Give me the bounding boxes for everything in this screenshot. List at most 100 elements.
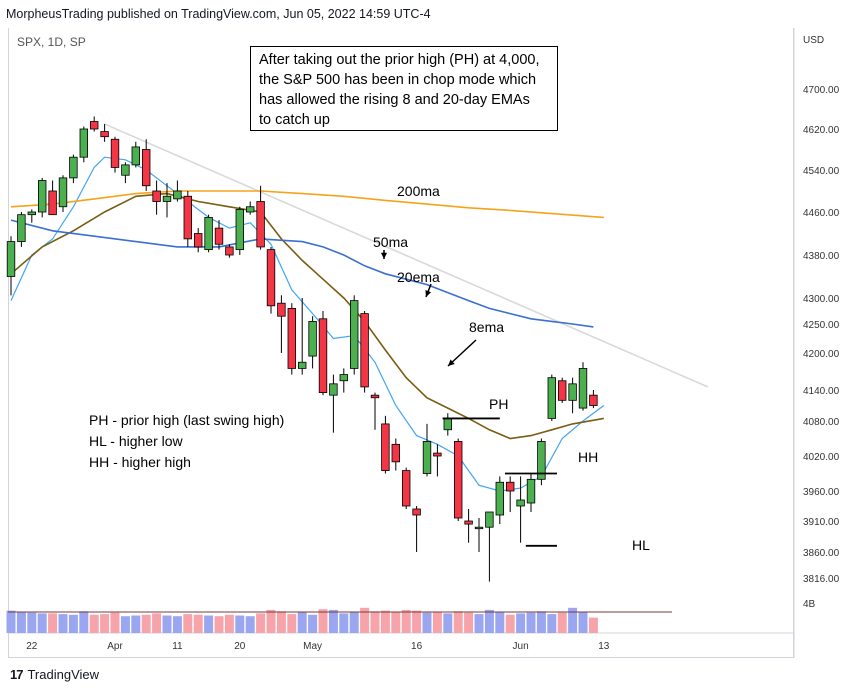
legend-hl: HL - higher low (89, 433, 183, 449)
volume-bar (495, 612, 505, 633)
volume-bar (536, 611, 546, 633)
candle-body (443, 418, 452, 431)
volume-bar (256, 613, 266, 633)
volume-bar (89, 614, 99, 633)
series-line-20ema (10, 192, 604, 440)
annotation-line: to catch up (259, 112, 330, 128)
legend-hh: HH - higher high (89, 454, 191, 470)
y-tick-label: 4540.00 (803, 166, 840, 177)
volume-bar (79, 611, 89, 633)
candle-body (69, 156, 78, 179)
volume-bar (516, 613, 526, 633)
candle-body (121, 164, 130, 176)
volume-bar (287, 614, 297, 633)
candle-body (568, 383, 577, 401)
volume-bar (152, 613, 162, 633)
candle-body (204, 216, 213, 251)
annotation-box: After taking out the prior high (PH) at … (250, 46, 558, 131)
candle-body (474, 526, 484, 530)
candle-body (235, 208, 244, 251)
candle-body (485, 511, 494, 528)
volume-bar (318, 609, 328, 633)
candle-body (256, 201, 265, 248)
volume-bar (526, 612, 536, 633)
volume-bar (578, 612, 588, 633)
publisher-header: MorpheusTrading published on TradingView… (6, 7, 431, 21)
legend-ph: PH - prior high (last swing high) (89, 412, 285, 428)
volume-bar (193, 614, 203, 633)
annotation-line: After taking out the prior high (PH) at … (259, 52, 540, 68)
series-line-50ma (10, 219, 594, 328)
candle-body (318, 318, 328, 393)
candle-body (6, 241, 16, 277)
volume-bar (484, 609, 494, 633)
y-tick-label: 4700.00 (803, 85, 840, 96)
annotation-line: the S&P 500 has been in chop mode which (259, 72, 537, 88)
series-line-200ma (10, 190, 604, 219)
candle-body (48, 190, 57, 216)
y-tick-label: 4140.00 (803, 386, 840, 397)
volume-bar (308, 614, 318, 633)
arrow-8ema-shaft (447, 339, 477, 367)
tradingview-footer[interactable]: 17 TradingView (10, 667, 99, 682)
x-tick-label: 22 (26, 641, 38, 652)
label-200ma: 200ma (397, 183, 440, 199)
volume-bar (505, 614, 515, 633)
x-tick-label: May (303, 641, 322, 652)
volume-bar (349, 612, 359, 633)
volume-bar (204, 615, 214, 633)
volume-bar (328, 609, 338, 633)
x-tick-label: Jun (513, 641, 529, 652)
y-tick-label: 3910.00 (803, 517, 840, 528)
candle-body (277, 302, 286, 317)
volume-bar (162, 615, 172, 633)
annotation-line: has allowed the rising 8 and 20-day EMAs (259, 92, 530, 108)
candle-body (578, 368, 588, 409)
candle-body (173, 190, 182, 200)
volume-bar (27, 612, 37, 633)
candle-body (526, 478, 536, 504)
candle-body (464, 520, 473, 525)
candle-body (245, 206, 255, 213)
volume-bar (276, 611, 286, 633)
candle-body (308, 320, 317, 357)
volume-bar (6, 610, 16, 633)
label-hl: HL (632, 537, 650, 553)
volume-bar (214, 616, 224, 633)
volume-bar (380, 610, 390, 633)
label-8ema: 8ema (469, 319, 504, 335)
volume-bar (141, 614, 151, 633)
volume-bar (245, 616, 255, 633)
candle-body (214, 227, 224, 245)
candle-body (495, 481, 504, 516)
candle-body (162, 195, 172, 202)
candle-body (17, 214, 26, 242)
volume-bar (37, 613, 47, 633)
volume-bar (370, 611, 380, 633)
y-tick-label: 3816.00 (803, 574, 840, 585)
candle-body (183, 195, 192, 240)
volume-bar (100, 614, 110, 633)
arrow-50ma-head (380, 252, 388, 259)
volume-bar (68, 614, 78, 633)
volume-axis-label: 4B (803, 599, 816, 610)
tradingview-brand: TradingView (27, 667, 100, 682)
volume-bar (58, 614, 68, 633)
volume-bar (474, 614, 484, 633)
y-tick-label: 3960.00 (803, 487, 840, 498)
volume-bar (339, 613, 349, 633)
label-20ema: 20ema (397, 269, 440, 285)
y-tick-label: 4020.00 (803, 452, 840, 463)
symbol-label: SPX, 1D, SP (17, 35, 86, 49)
candle-body (547, 377, 556, 419)
candle-body (537, 441, 546, 480)
candle-body (27, 211, 36, 216)
candle-body (141, 149, 151, 187)
candle-body (589, 394, 598, 406)
candle-body (339, 374, 348, 382)
candle-body (287, 307, 296, 369)
volume-bar (401, 609, 411, 633)
volume-bar (443, 613, 453, 633)
candle-body (360, 313, 369, 388)
